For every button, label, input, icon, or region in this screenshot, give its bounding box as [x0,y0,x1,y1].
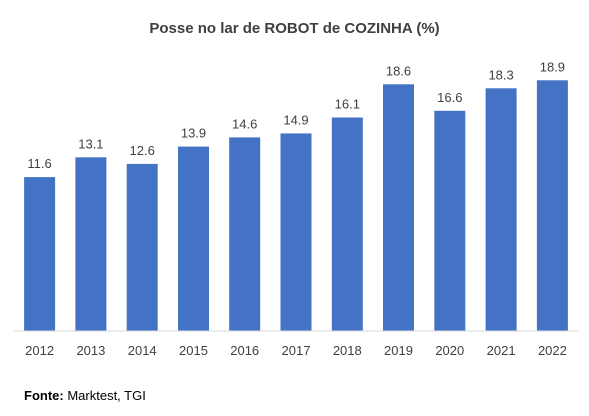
x-tick-2021: 2021 [487,343,516,358]
x-tick-2018: 2018 [333,343,362,358]
x-tick-2016: 2016 [230,343,259,358]
data-label-2019: 18.6 [386,63,411,78]
ticks-layer: 2012 2013 2014 2015 2016 2017 2018 2019 2020 2021… [25,343,567,358]
source-note: Fonte: Marktest, TGI [24,388,146,403]
bar-2012 [24,177,56,331]
bar-2017 [280,133,312,331]
data-label-2013: 13.1 [78,136,103,151]
data-label-2022: 18.9 [540,59,565,74]
x-tick-2014: 2014 [128,343,157,358]
bar-2018 [331,117,363,331]
bar-2013 [75,157,107,331]
bar-2015 [178,146,209,331]
source-label: Fonte: [24,388,64,403]
data-label-2021: 18.3 [488,67,513,82]
data-label-2015: 13.9 [181,126,206,141]
chart-title: Posse no lar de ROBOT de COZINHA (%) [149,20,440,37]
x-tick-2017: 2017 [282,343,311,358]
labels-layer: 11.6 13.1 12.6 13.9 14.6 14.9 16.1 18.6 16.6 18.3… [27,59,565,171]
data-label-2012: 11.6 [27,156,51,171]
data-label-2014: 12.6 [130,143,155,158]
data-label-2017: 14.9 [283,112,308,127]
bar-2020 [434,110,466,331]
bar-2014 [126,163,158,331]
source-text: Marktest, TGI [67,388,146,403]
x-tick-2020: 2020 [435,343,464,358]
data-label-2018: 16.1 [335,97,360,112]
x-tick-2019: 2019 [384,343,413,358]
bar-2016 [229,137,261,331]
bar-2019 [383,84,414,331]
x-tick-2022: 2022 [538,343,567,358]
x-tick-2013: 2013 [76,343,105,358]
bar-2022 [536,80,568,331]
x-tick-2015: 2015 [179,343,208,358]
bar-chart: 11.6 13.1 12.6 13.9 14.6 14.9 16.1 18.6 16.6 18.3… [14,59,578,358]
bars-layer [24,80,568,331]
x-tick-2012: 2012 [25,343,54,358]
data-label-2020: 16.6 [437,90,462,105]
bar-2021 [485,88,517,331]
data-label-2016: 14.6 [232,116,257,131]
